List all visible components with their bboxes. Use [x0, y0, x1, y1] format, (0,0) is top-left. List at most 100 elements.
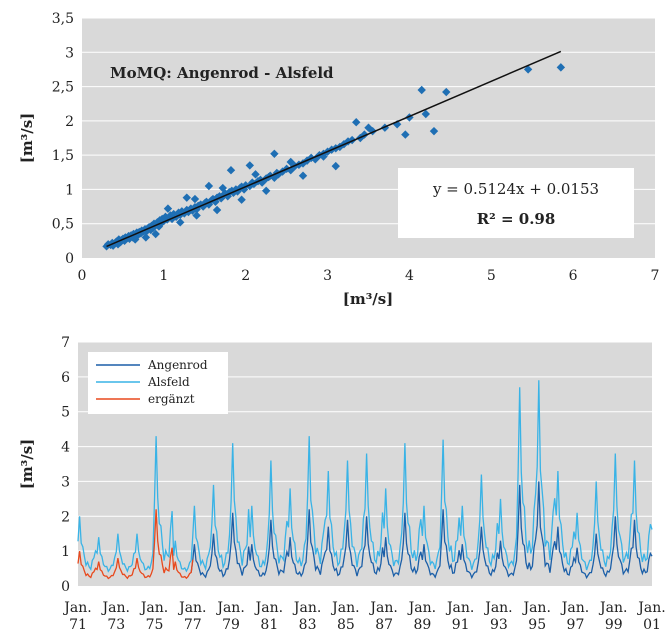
line-x-ticks: Jan. 71 Jan. 73 Jan. 75 Jan. 77 Jan. 79 Jan. 81 Jan.… — [62, 600, 665, 633]
scatter-x-tick-label: 6 — [569, 268, 578, 284]
line-x-tick-label: Jan. 01 — [636, 600, 665, 633]
line-y-tick-label: 2 — [61, 509, 70, 525]
legend-label-alsfeld: Alsfeld — [147, 375, 190, 389]
scatter-chart: 0 0,5 1 1,5 2 2,5 3 3,5 0 1 2 3 4 5 6 7 MoMQ: Angenrod… — [18, 11, 659, 308]
scatter-point — [120, 236, 129, 246]
scatter-point — [298, 159, 308, 168]
scatter-title: MoMQ: Angenrod - Alsfeld — [110, 64, 334, 82]
scatter-point — [368, 126, 377, 136]
scatter-point — [556, 63, 566, 72]
scatter-y-ticks: 0 0,5 1 1,5 2 2,5 3 3,5 — [52, 11, 74, 267]
scatter-point — [233, 187, 242, 196]
scatter-y-axis-label: [m³/s] — [18, 113, 36, 164]
scatter-point — [298, 171, 308, 180]
line-x-tick-label: Jan. 87 — [368, 600, 397, 633]
scatter-point — [212, 205, 222, 215]
scatter-point — [270, 149, 279, 158]
scatter-point — [417, 85, 426, 95]
scatter-x-tick-label: 4 — [405, 268, 414, 284]
scatter-point — [169, 209, 178, 219]
scatter-trendline — [106, 50, 562, 248]
scatter-x-tick-label: 7 — [651, 268, 660, 284]
scatter-y-tick-label: 1,5 — [52, 148, 74, 164]
line-y-tick-label: 6 — [61, 370, 70, 386]
scatter-point — [245, 161, 255, 170]
scatter-point — [442, 87, 451, 97]
series-angenrod-line — [190, 481, 653, 580]
scatter-point — [523, 65, 533, 74]
scatter-point — [294, 160, 304, 169]
line-x-tick-label: Jan. 81 — [254, 600, 283, 633]
scatter-point — [319, 152, 328, 161]
series-alsfeld-line — [77, 380, 653, 573]
trendline-equation: y = 0.5124x + 0.0153 — [432, 180, 599, 198]
scatter-x-tick-label: 1 — [159, 268, 168, 284]
line-x-tick-label: Jan. 95 — [521, 600, 550, 633]
scatter-point — [131, 235, 140, 244]
line-y-tick-label: 1 — [61, 544, 70, 560]
equation-box: y = 0.5124x + 0.0153 R² = 0.98 — [398, 168, 634, 238]
line-x-tick-label: Jan. 79 — [215, 600, 244, 633]
line-x-tick-label: Jan. 89 — [407, 600, 436, 633]
scatter-x-tick-label: 3 — [323, 268, 332, 284]
scatter-y-tick-label: 3 — [65, 45, 74, 61]
r-squared-label: R² = 0.98 — [477, 210, 556, 228]
scatter-point — [226, 166, 236, 175]
scatter-point — [286, 157, 295, 167]
legend-label-angenrod: Angenrod — [147, 358, 208, 372]
scatter-x-ticks: 0 1 2 3 4 5 6 7 — [78, 268, 660, 284]
scatter-point — [218, 183, 227, 193]
scatter-point — [176, 218, 185, 227]
equation-box-background — [398, 168, 634, 238]
scatter-y-tick-label: 0,5 — [52, 217, 74, 233]
scatter-point — [364, 123, 373, 132]
scatter-x-axis-label: [m³/s] — [343, 290, 394, 308]
scatter-point — [251, 170, 260, 179]
scatter-point — [151, 229, 160, 239]
scatter-point — [405, 113, 414, 122]
scatter-point — [421, 109, 430, 119]
scatter-y-tick-label: 2,5 — [52, 80, 74, 96]
series-erganzt-line — [77, 509, 194, 580]
scatter-point — [177, 207, 187, 216]
line-x-tick-label: Jan. 91 — [445, 600, 474, 633]
scatter-point — [331, 161, 340, 171]
scatter-point — [192, 211, 201, 220]
line-y-axis-label: [m³/s] — [18, 439, 36, 490]
line-y-tick-label: 4 — [61, 440, 70, 456]
scatter-point — [190, 194, 200, 204]
scatter-x-tick-label: 2 — [241, 268, 250, 284]
scatter-point — [204, 200, 214, 209]
line-x-tick-label: Jan. 73 — [101, 600, 130, 633]
line-x-tick-label: Jan. 93 — [483, 600, 512, 633]
scatter-point — [401, 130, 410, 139]
scatter-point — [237, 195, 246, 204]
scatter-point — [352, 118, 361, 127]
line-x-tick-label: Jan. 83 — [292, 600, 321, 633]
scatter-point — [163, 204, 173, 213]
scatter-point — [182, 193, 191, 202]
scatter-y-tick-label: 3,5 — [52, 11, 74, 27]
legend-background — [88, 352, 228, 414]
scatter-x-tick-label: 5 — [487, 268, 496, 284]
legend-label-erganzt: ergänzt — [148, 392, 195, 406]
line-y-ticks: 0 1 2 3 4 5 6 7 — [61, 335, 70, 595]
line-x-tick-label: Jan. 85 — [330, 600, 359, 633]
line-legend: Angenrod Alsfeld ergänzt — [88, 352, 228, 414]
scatter-point — [204, 181, 214, 191]
scatter-x-tick-label: 0 — [78, 268, 87, 284]
scatter-y-tick-label: 0 — [65, 251, 74, 267]
scatter-point — [141, 233, 151, 242]
scatter-y-tick-label: 2 — [65, 114, 74, 130]
line-x-tick-label: Jan. 97 — [560, 600, 589, 633]
line-y-tick-label: 7 — [61, 335, 70, 351]
scatter-point — [429, 126, 439, 136]
line-y-tick-label: 5 — [61, 405, 70, 421]
line-y-tick-label: 0 — [61, 579, 70, 595]
scatter-point — [261, 186, 271, 195]
line-y-tick-label: 3 — [61, 474, 70, 490]
line-x-tick-label: Jan. 77 — [177, 600, 206, 633]
